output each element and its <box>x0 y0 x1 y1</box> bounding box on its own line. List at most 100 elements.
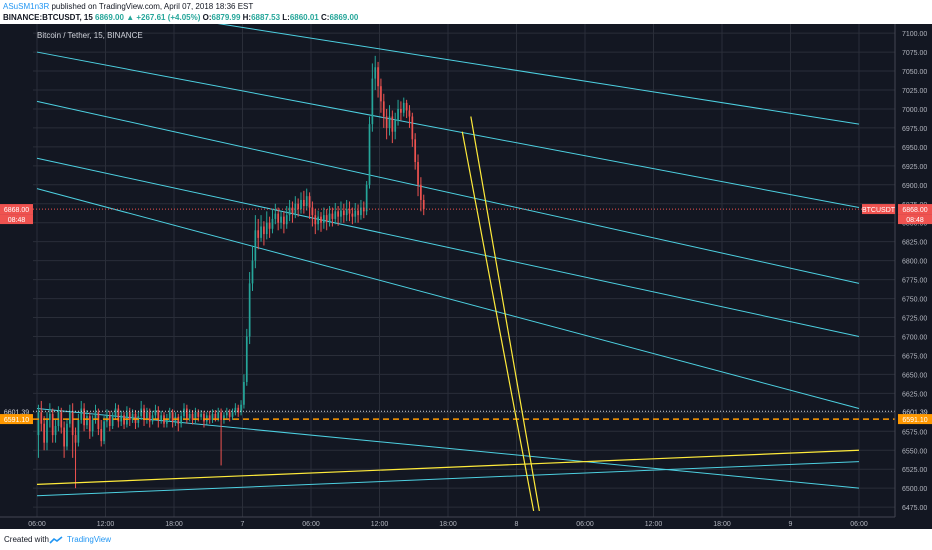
price-change: 6869.00 <box>95 13 124 22</box>
candle-body <box>305 196 308 207</box>
last-price-tag-left-bg <box>0 204 33 215</box>
trend-lines <box>36 116 860 512</box>
candle-body <box>214 413 217 419</box>
x-tick-label: 06:00 <box>850 521 868 528</box>
x-tick-label: 06:00 <box>576 521 594 528</box>
candle-body <box>283 216 285 225</box>
candle-body <box>171 412 174 422</box>
candle-body <box>237 407 240 413</box>
candle-body <box>180 416 182 424</box>
candle-body <box>251 260 254 284</box>
candle-body <box>183 408 185 417</box>
y-tick-label: 6575.00 <box>902 429 927 436</box>
x-tick-label: 12:00 <box>97 521 115 528</box>
level-orange-tag-right: 6591.10 <box>902 417 927 424</box>
time-axis[interactable]: 06:00 12:00 18:00 7 06:00 12:00 18:00 8 06:00 12:… <box>0 516 895 528</box>
level-white-tag-left-bg <box>0 406 33 417</box>
last-price-time-left-bg <box>0 214 33 225</box>
candle-body <box>334 211 337 219</box>
trend-line <box>461 131 535 512</box>
tradingview-link[interactable]: TradingView <box>67 535 112 544</box>
open-label: O: <box>202 13 212 22</box>
candle-body <box>74 435 77 443</box>
candle-body <box>385 116 388 128</box>
y-tick-label: 7100.00 <box>902 31 927 38</box>
candle-body <box>103 421 105 442</box>
candle-body <box>128 412 131 420</box>
close-value: 6869.00 <box>329 13 359 22</box>
y-tick-label: 6475.00 <box>902 505 927 512</box>
candle-body <box>54 425 57 436</box>
last-price-time-right-bg <box>898 214 932 225</box>
candle-body <box>331 213 334 219</box>
chart-area[interactable]: Bitcoin / Tether, 15, BINANCE 6475.00 650… <box>0 24 932 529</box>
y-tick-label: 7075.00 <box>902 50 927 57</box>
candle-body <box>177 416 180 424</box>
candle-body <box>131 413 134 420</box>
high-value: 6887.53 <box>251 13 281 22</box>
high-label: H: <box>242 13 252 22</box>
candle-body <box>365 184 368 212</box>
candle-body <box>43 423 45 443</box>
last-price-time-left: 08:48 <box>8 217 26 224</box>
candle-body <box>371 78 374 125</box>
candle-body <box>60 412 63 428</box>
candle-body <box>417 162 419 185</box>
candle-body <box>411 116 414 140</box>
candle-body <box>337 211 339 217</box>
candle-body <box>245 336 248 382</box>
candle-body <box>203 413 205 422</box>
last-price-tag-right-bg <box>898 204 932 215</box>
x-tick-label: 9 <box>789 521 793 528</box>
channel-line <box>36 408 860 489</box>
level-orange-tag-left-bg <box>0 414 33 425</box>
price-axis[interactable]: 6475.006500.006525.006550.006575.006600.… <box>894 24 927 517</box>
candle-body <box>388 116 391 128</box>
y-tick-label: 6525.00 <box>902 467 927 474</box>
candle-body <box>243 381 245 405</box>
candle-body <box>360 207 362 216</box>
channel-line <box>36 461 860 497</box>
channel-line <box>36 100 860 284</box>
candle-body <box>422 199 425 210</box>
channel-line <box>36 157 860 337</box>
y-tick-label: 7000.00 <box>902 107 927 114</box>
y-tick-label: 6775.00 <box>902 278 927 285</box>
created-with-text: Created with <box>4 535 49 544</box>
price-chart[interactable]: Bitcoin / Tether, 15, BINANCE 6475.00 650… <box>0 24 932 529</box>
candle-body <box>308 196 311 208</box>
candle-body <box>288 207 291 216</box>
level-white-tag-right: 6601.39 <box>902 409 927 416</box>
candle-body <box>303 199 305 207</box>
candle-body <box>86 416 88 426</box>
symbol-tag-right-bg <box>862 204 895 215</box>
candle-body <box>285 215 288 225</box>
y-tick-label: 6800.00 <box>902 259 927 266</box>
candle-body <box>123 415 125 425</box>
y-tick-label: 6550.00 <box>902 448 927 455</box>
symbol-info: BINANCE:BTCUSDT, 15 6869.00 ▲ +267.61 (+… <box>3 12 358 23</box>
author-link[interactable]: ASuSM1n3R <box>3 2 50 11</box>
candle-body <box>143 408 145 420</box>
symbol-tag-right: BTCUSDT <box>862 207 896 214</box>
candle-body <box>374 67 377 79</box>
trend-line <box>36 449 860 485</box>
y-tick-label: 6975.00 <box>902 126 927 133</box>
x-tick-label: 12:00 <box>371 521 389 528</box>
y-tick-label: 6825.00 <box>902 240 927 247</box>
channel-line <box>36 188 860 410</box>
last-price-tag-left: 6868.00 <box>4 207 29 214</box>
candle-body <box>345 209 348 216</box>
chart-title: Bitcoin / Tether, 15, BINANCE <box>37 31 143 40</box>
published-text: published on TradingView.com, April 07, … <box>51 2 254 11</box>
candle-body <box>220 412 222 420</box>
candle-body <box>354 210 357 217</box>
candle-body <box>408 110 411 117</box>
candle-body <box>97 412 100 430</box>
x-tick-label: 18:00 <box>439 521 457 528</box>
candle-body <box>317 216 319 225</box>
y-tick-label: 6750.00 <box>902 297 927 304</box>
candle-body <box>148 412 151 422</box>
candle-body <box>194 412 197 420</box>
x-tick-label: 8 <box>515 521 519 528</box>
